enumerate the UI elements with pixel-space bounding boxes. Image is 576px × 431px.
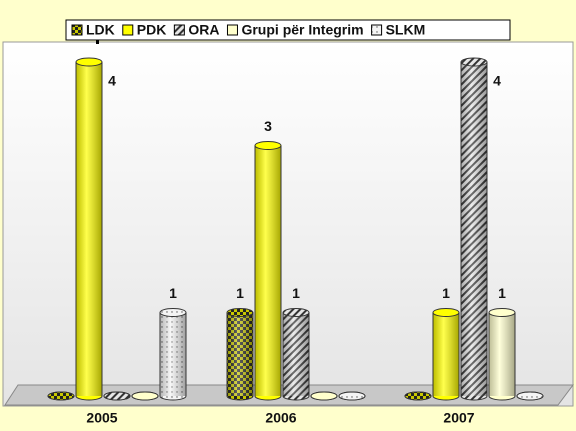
cylinder-top [404, 391, 432, 401]
cylinder [282, 308, 310, 401]
cylinder-top [226, 308, 254, 317]
cylinder-top [282, 308, 310, 317]
x-tick-label: 2005 [86, 410, 117, 426]
cylinder-top [75, 57, 103, 67]
bar-shade [160, 312, 186, 396]
cylinder-top [432, 308, 460, 317]
data-label: 3 [264, 118, 272, 134]
legend-label: SLKM [386, 22, 426, 38]
bar-shade [461, 62, 487, 396]
bar-outline [254, 145, 282, 396]
cylinder [75, 57, 103, 401]
bar-shade [76, 62, 102, 396]
data-label: 1 [292, 285, 300, 301]
data-label: 4 [493, 73, 501, 89]
cylinder [338, 391, 366, 401]
bar-outline [159, 312, 187, 396]
cylinder-top [254, 141, 282, 150]
cylinder [310, 391, 338, 401]
legend-items: LDK PDK ORA Grupi për Integrim SLKM [71, 22, 426, 38]
data-label: 1 [169, 285, 177, 301]
cylinder [516, 391, 544, 401]
cylinder-top [159, 308, 187, 317]
cylinder [47, 391, 75, 401]
cylinder-top [516, 391, 544, 401]
cylinder [131, 391, 159, 401]
legend-swatch [173, 24, 185, 36]
cylinder [432, 308, 460, 401]
cylinder-top [103, 391, 131, 401]
cylinder-top [131, 391, 159, 401]
cylinder [159, 308, 187, 401]
bar-shade [255, 145, 281, 396]
cylinder-top [338, 391, 366, 401]
bar-shade [489, 312, 515, 396]
bar-shade [227, 312, 253, 396]
cylinder-top [488, 308, 516, 317]
bar-outline [488, 312, 516, 396]
cylinder-top [47, 391, 75, 401]
bar-outline [282, 312, 310, 396]
legend-label: PDK [137, 22, 167, 38]
bar-outline [460, 62, 488, 396]
legend-swatch [122, 24, 134, 36]
x-tick-label: 2006 [265, 410, 296, 426]
legend-swatch [226, 24, 238, 36]
bar-shade [283, 312, 309, 396]
data-label: 1 [442, 285, 450, 301]
bar-shade [433, 312, 459, 396]
cylinder-top [460, 57, 488, 67]
legend-label: Grupi për Integrim [241, 22, 363, 38]
cylinder [103, 391, 131, 401]
cylinder [404, 391, 432, 401]
legend-label: ORA [188, 22, 219, 38]
cylinder [254, 141, 282, 401]
legend-swatch [71, 24, 83, 36]
data-label: 1 [498, 285, 506, 301]
bar-outline [75, 62, 103, 396]
bar-outline [432, 312, 460, 396]
legend-swatch [371, 24, 383, 36]
x-tick-label: 2007 [443, 410, 474, 426]
cylinder [226, 308, 254, 401]
data-label: 4 [108, 73, 116, 89]
cylinder-top [310, 391, 338, 401]
data-label: 1 [236, 285, 244, 301]
legend-label: LDK [86, 22, 115, 38]
cylinder [460, 57, 488, 401]
cylinder [488, 308, 516, 401]
bar-outline [226, 312, 254, 396]
